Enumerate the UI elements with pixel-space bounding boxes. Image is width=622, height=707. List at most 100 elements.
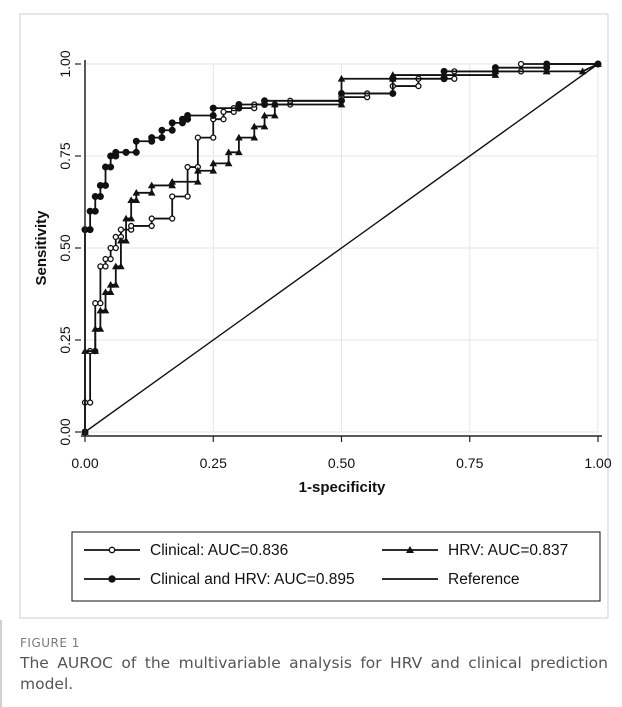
legend-entry-label: Clinical: AUC=0.836 <box>150 542 288 559</box>
x-tick-label: 0.50 <box>328 455 355 471</box>
series-marker <box>194 166 202 174</box>
series-marker <box>107 244 114 252</box>
chart-border <box>19 13 609 619</box>
series-marker <box>148 215 155 222</box>
series-marker <box>261 97 269 105</box>
y-tick-label: 0.50 <box>57 234 73 261</box>
y-tick-label: 0.75 <box>57 142 73 169</box>
series-marker <box>337 74 346 82</box>
series-marker <box>132 137 140 145</box>
series-marker <box>107 255 114 263</box>
y-tick-label: 0.25 <box>57 326 73 353</box>
series-marker <box>224 159 233 167</box>
plot-background <box>0 0 622 620</box>
series-marker <box>107 163 115 171</box>
series-marker <box>122 148 130 156</box>
series-marker <box>338 97 345 105</box>
series-marker <box>148 222 155 230</box>
series-marker <box>415 82 422 90</box>
x-tick-label: 0.75 <box>456 455 483 471</box>
series-marker <box>158 126 166 134</box>
series-marker <box>92 300 99 307</box>
series-marker <box>127 196 135 204</box>
series-marker <box>117 236 125 244</box>
series-marker <box>235 100 243 108</box>
series-marker <box>235 133 243 141</box>
x-tick-label: 0.25 <box>200 455 227 471</box>
series-marker <box>96 306 105 314</box>
series-marker <box>102 255 109 263</box>
series-marker <box>112 244 119 252</box>
series-marker <box>101 306 110 314</box>
series-marker <box>168 126 176 134</box>
series-marker <box>209 166 218 174</box>
x-axis-label: 1-specificity <box>299 479 386 496</box>
series-marker <box>117 226 125 233</box>
y-tick-label: 0.00 <box>57 418 73 445</box>
series-marker <box>106 281 115 288</box>
series-marker <box>108 575 116 583</box>
series-marker <box>158 134 166 142</box>
series-marker <box>220 108 227 115</box>
series-marker <box>86 226 94 234</box>
series-marker <box>210 134 217 141</box>
series-marker <box>271 100 279 108</box>
legend-entry-label: Reference <box>448 571 520 588</box>
series-marker <box>209 112 217 120</box>
figure-caption: The AUROC of the multivariable analysis … <box>20 654 608 693</box>
series-marker <box>235 148 243 156</box>
series-none <box>84 63 599 433</box>
series-marker <box>91 207 99 215</box>
series-marker <box>260 111 269 119</box>
series-marker <box>260 122 269 130</box>
series-marker <box>440 75 448 83</box>
series-marker <box>406 546 414 553</box>
series-marker <box>389 75 397 83</box>
roc-curves <box>81 60 602 436</box>
x-tick-label: 0.00 <box>71 455 98 471</box>
legend-box <box>71 531 601 602</box>
y-axis-label: Sensitivity <box>33 210 50 286</box>
series-marker <box>91 325 100 332</box>
series-marker <box>451 75 458 82</box>
series-marker <box>111 281 120 288</box>
series-marker <box>491 64 499 72</box>
series-marker <box>250 133 259 141</box>
series-marker <box>112 148 120 156</box>
series-marker <box>101 288 110 296</box>
series-marker <box>517 60 525 68</box>
reference-line-group <box>84 63 599 433</box>
series-marker <box>122 236 130 244</box>
y-tick-label: 1.00 <box>57 50 73 77</box>
x-tick-label: 1.00 <box>584 455 611 471</box>
series-triangle <box>81 60 602 435</box>
series-marker <box>169 193 176 200</box>
series-marker <box>389 89 397 97</box>
series-marker <box>209 159 218 167</box>
series-marker <box>224 148 233 156</box>
figure-label: FIGURE 1 <box>20 636 80 650</box>
series-marker <box>184 163 191 171</box>
series-marker <box>102 181 110 189</box>
series-marker <box>168 177 177 185</box>
series-marker <box>132 148 140 156</box>
series-marker <box>96 325 105 332</box>
legend-entry-label: Clinical and HRV: AUC=0.895 <box>150 571 355 588</box>
series-marker <box>111 262 120 270</box>
series-marker <box>594 60 602 68</box>
series-marker <box>112 233 119 241</box>
reference-line <box>84 63 599 433</box>
series-marker <box>169 215 176 222</box>
series-marker <box>108 546 116 554</box>
series-marker <box>147 189 156 196</box>
series-marker <box>132 189 141 196</box>
series-marker <box>97 263 104 270</box>
series-marker <box>168 119 176 127</box>
series-marker <box>440 67 448 75</box>
series-marker <box>122 214 130 222</box>
series-marker <box>209 104 217 112</box>
series-marker <box>128 222 135 230</box>
series-marker <box>127 214 135 222</box>
series-marker <box>220 116 227 123</box>
series-marker <box>147 181 156 189</box>
